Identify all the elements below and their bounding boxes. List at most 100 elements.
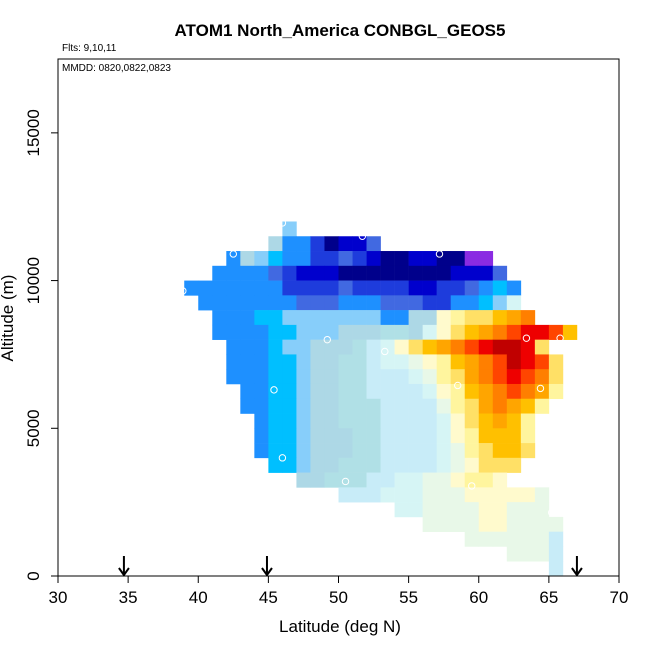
heatmap-cell [464, 324, 480, 340]
heatmap-cell [212, 310, 227, 326]
heatmap-cell [506, 383, 522, 400]
heatmap-cell [310, 398, 325, 414]
heatmap-cell [296, 310, 311, 326]
heatmap-cell [394, 383, 409, 400]
heatmap-cell [436, 295, 451, 311]
heatmap-cell [422, 265, 437, 281]
heatmap-cell [422, 413, 437, 429]
sample-point [381, 347, 389, 356]
heatmap-cell [408, 398, 423, 414]
heatmap-cell [394, 251, 409, 267]
heatmap-cell [450, 487, 466, 503]
heatmap-cell [394, 428, 409, 444]
heatmap-cell [240, 354, 255, 370]
flight-marker-arrow [261, 556, 273, 577]
heatmap-cell [394, 398, 409, 414]
heatmap-cell [422, 251, 437, 267]
heatmap-cell [534, 487, 550, 503]
heatmap-cell [450, 516, 466, 532]
heatmap-cell [310, 383, 325, 400]
heatmap-cell [338, 443, 353, 459]
heatmap-cell [548, 546, 564, 562]
heatmap-cell [324, 398, 339, 414]
heatmap-cell [464, 369, 480, 385]
heatmap-cell [226, 251, 241, 267]
heatmap-cell [506, 457, 522, 473]
heatmap-cell [282, 443, 297, 459]
heatmap-cell [254, 413, 269, 429]
heatmap-cell [534, 354, 550, 370]
heatmap-cell [478, 354, 494, 370]
heatmap-cell [506, 487, 522, 503]
heatmap-cell [254, 369, 269, 385]
heatmap-cell [226, 310, 241, 326]
heatmap-cell [436, 502, 451, 518]
heatmap-cell [352, 457, 367, 473]
heatmap-cell [534, 339, 550, 355]
heatmap-cell [492, 339, 508, 355]
heatmap-cell [240, 369, 255, 385]
heatmap-cell [366, 369, 381, 385]
heatmap-cell [436, 487, 451, 503]
y-tick-label: 10000 [24, 257, 43, 304]
heatmap-cell [296, 339, 311, 355]
heatmap-cell [478, 413, 494, 429]
heatmap-cell [352, 310, 367, 326]
heatmap-cell [548, 516, 564, 532]
heatmap-cell [352, 413, 367, 429]
heatmap-cell [506, 354, 522, 370]
heatmap-cell [352, 236, 367, 252]
heatmap-cell [478, 369, 494, 385]
heatmap-cell [282, 354, 297, 370]
heatmap-cell [268, 236, 283, 252]
heatmap-cell [338, 354, 353, 370]
heatmap-cell [464, 413, 480, 429]
heatmap-cell [352, 472, 367, 488]
heatmap-cell [296, 369, 311, 385]
x-tick-label: 50 [329, 588, 348, 607]
heatmap-cell [520, 398, 536, 414]
heatmap-cell [338, 369, 353, 385]
heatmap-cell [408, 472, 423, 488]
heatmap-cell [520, 546, 536, 562]
sample-point [547, 508, 556, 517]
heatmap-cell [394, 295, 409, 311]
chart-title: ATOM1 North_America CONBGL_GEOS5 [175, 21, 506, 40]
heatmap-cell [506, 428, 522, 444]
heatmap-cell [324, 280, 339, 296]
heatmap-cell [492, 295, 508, 311]
heatmap-cell [492, 354, 508, 370]
heatmap-cell [520, 354, 536, 370]
heatmap-cell [324, 383, 339, 400]
heatmap-cell [380, 472, 395, 488]
heatmap-cell [394, 502, 409, 518]
heatmap-cell [394, 413, 409, 429]
heatmap-cell [380, 265, 395, 281]
heatmap-cell [408, 428, 423, 444]
heatmap-cell [464, 428, 480, 444]
heatmap-cell [478, 265, 494, 281]
heatmap-cell [366, 472, 381, 488]
heatmap-cell [394, 280, 409, 296]
heatmap-cell [450, 457, 466, 473]
heatmap-cell [254, 354, 269, 370]
heatmap-cell [506, 324, 522, 340]
heatmap-cell [492, 457, 508, 473]
heatmap-cell [268, 354, 283, 370]
heatmap-cell [296, 428, 311, 444]
heatmap-cell [548, 354, 564, 370]
heatmap-cell [464, 502, 480, 518]
heatmap-cell [324, 324, 339, 340]
sample-point [536, 384, 545, 393]
heatmap-cell [268, 428, 283, 444]
heatmap-cell [324, 295, 339, 311]
y-axis-ticks: 0 5000 10000 15000 [24, 109, 58, 581]
heatmap-cell [478, 383, 494, 400]
heatmap-cell [268, 251, 283, 267]
y-tick-label: 5000 [24, 409, 43, 447]
heatmap-cell [492, 413, 508, 429]
heatmap-cell [506, 339, 522, 355]
heatmap-cell [310, 339, 325, 355]
heatmap-cell [492, 310, 508, 326]
heatmap-cell [422, 443, 437, 459]
